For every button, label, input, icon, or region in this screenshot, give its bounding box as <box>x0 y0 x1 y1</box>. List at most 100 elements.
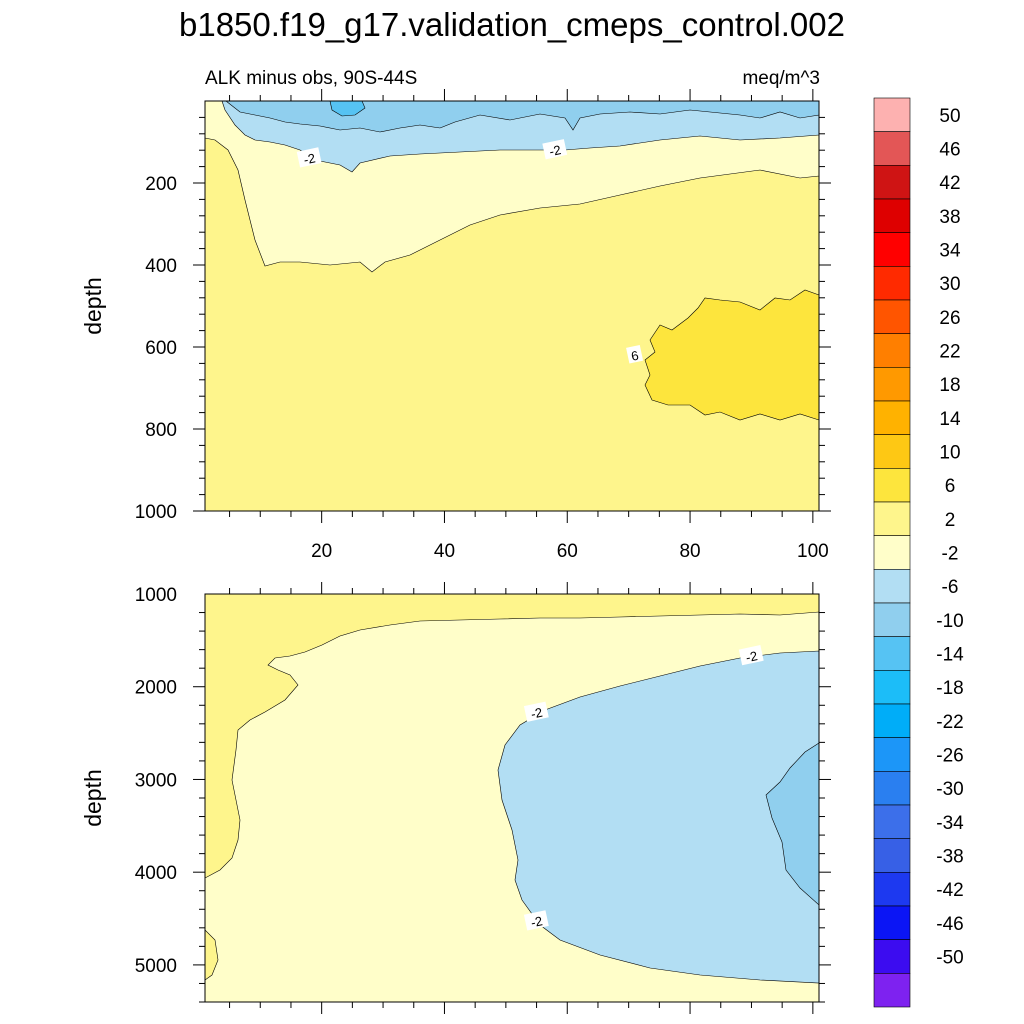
colorbar-label: 30 <box>939 274 960 295</box>
colorbar-swatch <box>873 232 911 267</box>
colorbar-swatch <box>873 400 911 435</box>
colorbar-label: -18 <box>936 678 963 699</box>
colorbar-label: 14 <box>939 409 961 430</box>
lower-y-tick-label: 1000 <box>135 585 177 606</box>
colorbar-label: -42 <box>936 880 963 901</box>
colorbar-swatch <box>873 973 911 1008</box>
colorbar-swatch <box>873 535 911 570</box>
colorbar-label: -34 <box>936 813 964 834</box>
colorbar-swatch <box>873 131 911 166</box>
colorbar-swatch <box>873 905 911 940</box>
colorbar-label: 42 <box>939 173 960 194</box>
colorbar-swatch <box>873 804 911 839</box>
upper-plot-frame <box>204 100 820 512</box>
colorbar-swatch <box>873 771 911 806</box>
contour-label: 6 <box>626 344 644 364</box>
colorbar-swatch <box>873 165 911 200</box>
colorbar-label: 34 <box>939 241 961 262</box>
upper-subtitle-left: ALK minus obs, 90S-44S <box>205 68 417 89</box>
upper-y-tick-label: 400 <box>145 256 177 277</box>
colorbar-label: -10 <box>936 611 963 632</box>
colorbar-swatch <box>873 367 911 402</box>
upper-ylabel: depth <box>80 277 106 335</box>
colorbar: 50 46 42 38 34 30 26 22 18 14 10 6 2 -2 -6 -10 -14 -18 -22… <box>873 97 964 1008</box>
contour-label-text: -2 <box>744 648 758 665</box>
contour-label-text: -2 <box>302 150 316 167</box>
contour-label-bg <box>542 139 568 160</box>
upper-y-tick-label: 600 <box>145 338 177 359</box>
colorbar-swatch <box>873 569 911 604</box>
colorbar-label: -2 <box>942 544 959 565</box>
upper-y-tick-label: 800 <box>145 420 177 441</box>
colorbar-swatch <box>873 636 911 671</box>
contour-label: -2 <box>296 147 322 168</box>
lower-panel: -2 -2 -2 1000 2000 3000 4000 5000 depth <box>80 582 831 1014</box>
lower-region-neg6-neg2 <box>497 650 820 984</box>
upper-region-6-10 <box>644 289 820 421</box>
contour-label-text: -2 <box>529 913 543 930</box>
upper-x-tick-label: 80 <box>679 541 700 562</box>
contour-label: -2 <box>542 139 568 160</box>
colorbar-label: 38 <box>939 207 960 228</box>
lower-y-tick-label: 4000 <box>135 863 177 884</box>
contour-label: -2 <box>523 910 549 931</box>
upper-x-ticks: 20 40 60 80 100 <box>229 89 829 562</box>
chart-title: b1850.f19_g17.validation_cmeps_control.0… <box>179 6 845 43</box>
colorbar-swatch <box>873 939 911 974</box>
colorbar-swatch <box>873 737 911 772</box>
contour-label-bg <box>296 147 322 168</box>
colorbar-label: -22 <box>936 712 963 733</box>
colorbar-swatch <box>873 602 911 637</box>
colorbar-swatch <box>873 333 911 368</box>
upper-x-tick-label: 20 <box>311 541 332 562</box>
contour-label-text: -2 <box>548 142 562 159</box>
colorbar-label: -6 <box>942 577 959 598</box>
colorbar-swatch <box>873 266 911 301</box>
colorbar-label: -38 <box>936 847 963 868</box>
upper-y-tick-label: 200 <box>145 174 177 195</box>
colorbar-label: 10 <box>939 443 960 464</box>
lower-ylabel: depth <box>80 769 106 827</box>
contour-label: -2 <box>738 645 764 666</box>
colorbar-swatch <box>873 872 911 907</box>
colorbar-swatch <box>873 501 911 536</box>
colorbar-label: 6 <box>945 476 956 497</box>
lower-x-ticks <box>229 582 814 1014</box>
upper-subtitle-right: meq/m^3 <box>742 68 820 89</box>
upper-region-neg10-neg6 <box>225 100 820 133</box>
colorbar-label: 50 <box>939 106 960 127</box>
contour-label-text: -2 <box>529 705 543 722</box>
contour-label-bg <box>738 645 764 666</box>
upper-x-tick-label: 100 <box>797 541 829 562</box>
lower-y-tick-label: 2000 <box>135 678 177 699</box>
upper-x-tick-label: 60 <box>557 541 578 562</box>
colorbar-swatch <box>873 468 911 503</box>
lower-y-tick-label: 3000 <box>135 770 177 791</box>
colorbar-swatch <box>873 838 911 873</box>
contour-label-bg <box>523 910 549 931</box>
upper-x-tick-label: 40 <box>434 541 455 562</box>
colorbar-label: 18 <box>939 375 960 396</box>
colorbar-swatch <box>873 434 911 469</box>
contour-label-text: 6 <box>630 348 640 364</box>
colorbar-label: 2 <box>945 510 956 531</box>
colorbar-swatch <box>873 198 911 233</box>
colorbar-label: 26 <box>939 308 960 329</box>
contour-label: -2 <box>523 701 549 722</box>
colorbar-label: -30 <box>936 779 963 800</box>
contour-label-bg <box>523 701 549 722</box>
colorbar-label: -50 <box>936 948 963 969</box>
colorbar-label: 22 <box>939 342 960 363</box>
colorbar-label: -14 <box>936 645 964 666</box>
upper-contour-labels: -2 -2 6 <box>296 139 644 364</box>
lower-region-neg10-neg6 <box>765 742 820 906</box>
upper-panel: ALK minus obs, 90S-44S meq/m^3 -2 -2 6 20 4… <box>80 68 831 562</box>
colorbar-swatch <box>873 97 911 132</box>
colorbar-label: -26 <box>936 746 963 767</box>
lower-contour-labels: -2 -2 -2 <box>523 645 764 931</box>
upper-y-ticks: 200 400 600 800 1000 <box>135 116 831 523</box>
colorbar-label: 46 <box>939 140 960 161</box>
colorbar-swatch <box>873 299 911 334</box>
lower-y-tick-label: 5000 <box>135 956 177 977</box>
